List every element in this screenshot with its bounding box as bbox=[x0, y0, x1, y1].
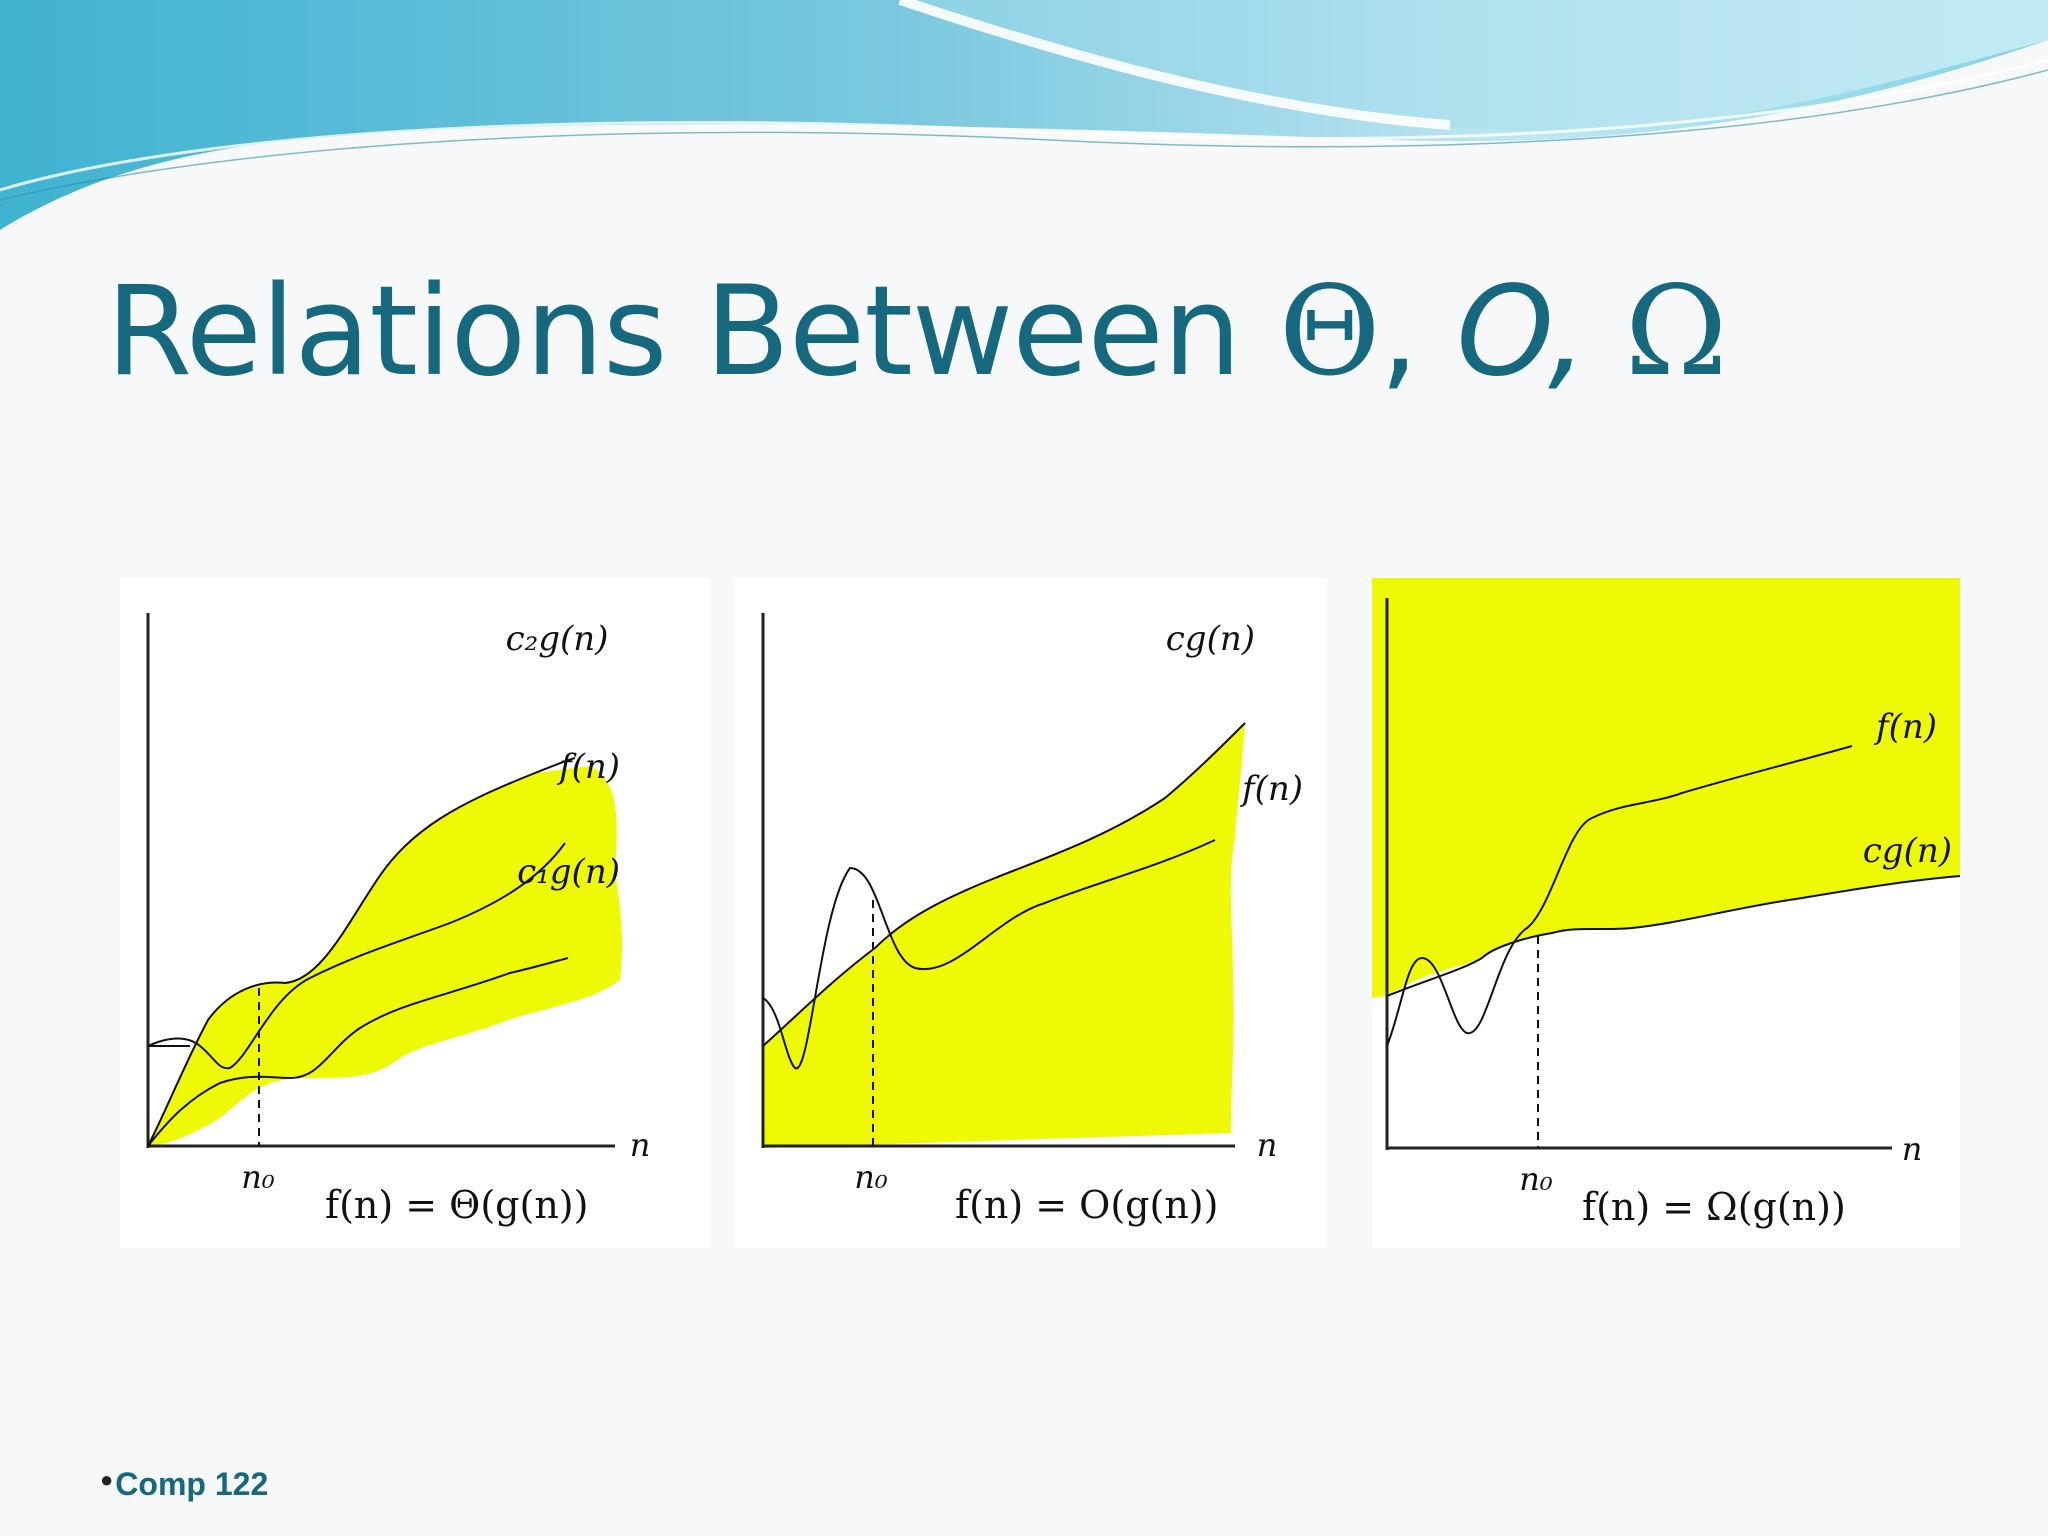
theta-shaded-band bbox=[148, 766, 623, 1146]
theta-symbol: Θ bbox=[1278, 260, 1381, 404]
theta-formula: f(n) = Θ(g(n)) bbox=[325, 1183, 588, 1227]
header-wave-banner bbox=[0, 0, 2048, 230]
omega-x-axis-label: n bbox=[1902, 1130, 1923, 1168]
omega-cg-label: cg(n) bbox=[1863, 831, 1952, 871]
theta-lower-curve bbox=[147, 957, 569, 1147]
omega-threshold-label: n₀ bbox=[1519, 1160, 1553, 1198]
slide-title: Relations Between Θ, O, Ω bbox=[106, 258, 1728, 407]
theta-middle-curve bbox=[147, 842, 566, 1070]
big-o-x-axis-label: n bbox=[1257, 1126, 1278, 1164]
title-separator-2: , bbox=[1547, 260, 1625, 404]
slide-footer: ●Comp 122 bbox=[100, 1466, 268, 1503]
theta-upper-curve bbox=[147, 757, 576, 1147]
big-o-diagram-figure: cg(n) f(n) n n₀ f(n) = O(g(n)) bbox=[761, 613, 1303, 1227]
omega-f-curve bbox=[1386, 745, 1853, 1047]
big-o-shaded-area bbox=[763, 723, 1245, 1148]
theta-diagram: c₂g(n) f(n) c₁g(n) n n₀ f(n) = Θ(g(n)) bbox=[120, 578, 710, 1248]
big-o-f-curve bbox=[762, 839, 1216, 1070]
big-o-upper-label: cg(n) bbox=[1166, 619, 1255, 659]
omega-shaded-area bbox=[1372, 578, 1960, 998]
theta-threshold-label: n₀ bbox=[241, 1158, 275, 1196]
theta-x-axis-label: n bbox=[630, 1126, 651, 1164]
omega-formula: f(n) = Ω(g(n)) bbox=[1582, 1185, 1846, 1229]
title-prefix: Relations Between bbox=[106, 260, 1279, 404]
big-o-f-label: f(n) bbox=[1239, 769, 1303, 809]
omega-f-label: f(n) bbox=[1873, 707, 1937, 747]
omega-diagram: f(n) cg(n) n n₀ f(n) = Ω(g(n)) bbox=[1372, 578, 1960, 1248]
big-o-upper-curve bbox=[762, 722, 1246, 1047]
big-o-symbol: O bbox=[1456, 260, 1549, 404]
footer-text: Comp 122 bbox=[115, 1466, 269, 1502]
theta-lower-label: c₁g(n) bbox=[517, 852, 620, 892]
theta-middle-label: f(n) bbox=[556, 747, 620, 787]
omega-symbol: Ω bbox=[1624, 260, 1728, 404]
omega-cg-curve bbox=[1386, 875, 1960, 997]
theta-diagram-figure: c₂g(n) f(n) c₁g(n) n n₀ f(n) = Θ(g(n)) bbox=[146, 613, 651, 1227]
theta-upper-label: c₂g(n) bbox=[506, 619, 609, 659]
big-o-diagram: cg(n) f(n) n n₀ f(n) = O(g(n)) bbox=[735, 578, 1327, 1248]
big-o-formula: f(n) = O(g(n)) bbox=[955, 1183, 1218, 1227]
title-separator-1: , bbox=[1379, 260, 1457, 404]
bullet-icon: ● bbox=[100, 1467, 114, 1492]
big-o-threshold-label: n₀ bbox=[854, 1158, 888, 1196]
omega-diagram-figure: f(n) cg(n) n n₀ f(n) = Ω(g(n)) bbox=[1372, 578, 1960, 1229]
